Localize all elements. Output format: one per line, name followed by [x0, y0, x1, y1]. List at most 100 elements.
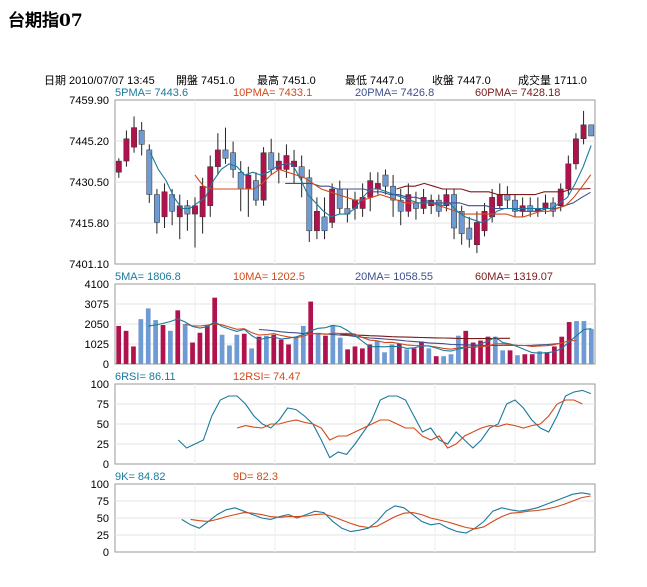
- candle-body: [230, 152, 237, 170]
- volume-bar: [345, 349, 350, 364]
- candle-body: [115, 160, 122, 173]
- volume-bar: [426, 348, 432, 364]
- y-tick-label: 75: [97, 496, 109, 508]
- candle-body: [458, 211, 465, 234]
- volume-bar: [389, 344, 395, 364]
- volume-bar: [448, 354, 454, 364]
- ma10-line: [194, 168, 592, 218]
- volume-bar: [315, 332, 321, 364]
- legend-entry: 20PMA= 7426.8: [355, 87, 434, 99]
- info-volume: 成交量 1711.0: [518, 73, 587, 87]
- volume-bar: [433, 356, 439, 364]
- candle-body: [123, 138, 130, 162]
- candle-body: [542, 202, 549, 209]
- candle-body: [557, 188, 564, 206]
- volume-bar: [278, 339, 284, 364]
- volume-bar: [116, 325, 122, 364]
- volume-bar: [419, 341, 424, 364]
- volume-bar: [123, 330, 129, 364]
- candle-body: [192, 205, 198, 215]
- candle-body: [306, 177, 313, 232]
- volume-bar: [470, 342, 476, 364]
- info-date: 日期 2010/07/07 13:45: [44, 74, 155, 87]
- volume-bar: [249, 348, 254, 364]
- volume-bar: [500, 350, 506, 364]
- volume-bar: [544, 352, 550, 364]
- volume-bar: [271, 334, 277, 364]
- volume-bar: [396, 343, 402, 364]
- candle-body: [443, 194, 450, 206]
- y-tick-label: 0: [103, 359, 109, 371]
- volume-bar: [581, 321, 587, 364]
- y-tick-label: 25: [97, 530, 109, 542]
- volume-bar: [367, 344, 373, 364]
- volume-bar: [264, 335, 269, 364]
- volume-bar: [404, 349, 410, 364]
- volume-bar: [182, 324, 188, 364]
- volume-bar: [168, 330, 173, 364]
- volume-bar: [515, 355, 520, 364]
- candle-body: [146, 149, 153, 195]
- vol-ma20-line: [258, 328, 562, 347]
- volume-bar: [566, 322, 572, 364]
- volume-bar: [256, 336, 262, 364]
- candle-body: [253, 180, 259, 201]
- y-tick-label: 0: [103, 459, 109, 471]
- volume-bar: [507, 350, 513, 364]
- 9d-line: [190, 495, 591, 530]
- volume-bar: [234, 334, 240, 364]
- volume-bar: [522, 354, 528, 364]
- volume-panel: 4100 3075 2050 1025 0 5MA= 1806.8 10MA= 1202.5…: [85, 271, 596, 371]
- candle-body: [153, 194, 160, 223]
- y-tick-label: 50: [97, 419, 109, 431]
- volume-bar: [478, 340, 483, 364]
- legend-entry: 5MA= 1806.8: [115, 271, 181, 283]
- candle-body: [222, 149, 229, 159]
- volume-bar: [411, 348, 417, 364]
- candle-body: [573, 138, 579, 165]
- candle-body: [413, 202, 419, 209]
- candle-body: [473, 222, 480, 246]
- volume-bar: [308, 301, 314, 364]
- volume-bar: [160, 324, 166, 364]
- volume-bar: [175, 310, 181, 364]
- y-tick-label: 0: [103, 547, 109, 559]
- volume-bar: [204, 324, 210, 364]
- volume-bar: [323, 335, 328, 364]
- candle-body: [466, 227, 473, 240]
- volume-bar: [227, 345, 232, 364]
- candle-body: [283, 155, 290, 170]
- y-tick-label: 4100: [85, 279, 109, 291]
- ma5-line: [149, 145, 592, 223]
- legend-entry: 10MA= 1202.5: [233, 271, 305, 283]
- legend-entry: 60PMA= 7428.18: [475, 87, 560, 99]
- volume-bar: [330, 324, 336, 364]
- volume-bar: [145, 308, 151, 364]
- info-low: 最低 7447.0: [345, 74, 404, 87]
- candle-body: [565, 163, 572, 190]
- y-tick-label: 50: [97, 513, 109, 525]
- info-high: 最高 7451.0: [257, 73, 316, 87]
- volume-bar: [360, 348, 365, 364]
- legend-entry: 20MA= 1058.55: [355, 271, 433, 283]
- candle-body: [512, 199, 518, 212]
- volume-bar: [197, 332, 203, 364]
- legend-entry: 6RSI= 86.11: [115, 371, 176, 383]
- candle-body: [588, 124, 595, 137]
- volume-bar: [559, 336, 565, 364]
- y-tick-label: 7459.90: [69, 95, 109, 107]
- y-tick-label: 100: [91, 379, 109, 391]
- candle-body: [313, 211, 320, 232]
- candle-body: [496, 194, 503, 206]
- volume-bar: [212, 297, 218, 364]
- volume-bar: [382, 352, 387, 364]
- candle-body: [260, 152, 267, 201]
- candle-body: [268, 152, 275, 170]
- 6rsi-line: [177, 389, 591, 459]
- candle-body: [214, 149, 221, 167]
- candle-body: [161, 191, 168, 218]
- volume-bar: [441, 356, 446, 364]
- candle-body: [359, 197, 366, 209]
- candle-body: [352, 199, 358, 209]
- volume-bar: [300, 325, 306, 364]
